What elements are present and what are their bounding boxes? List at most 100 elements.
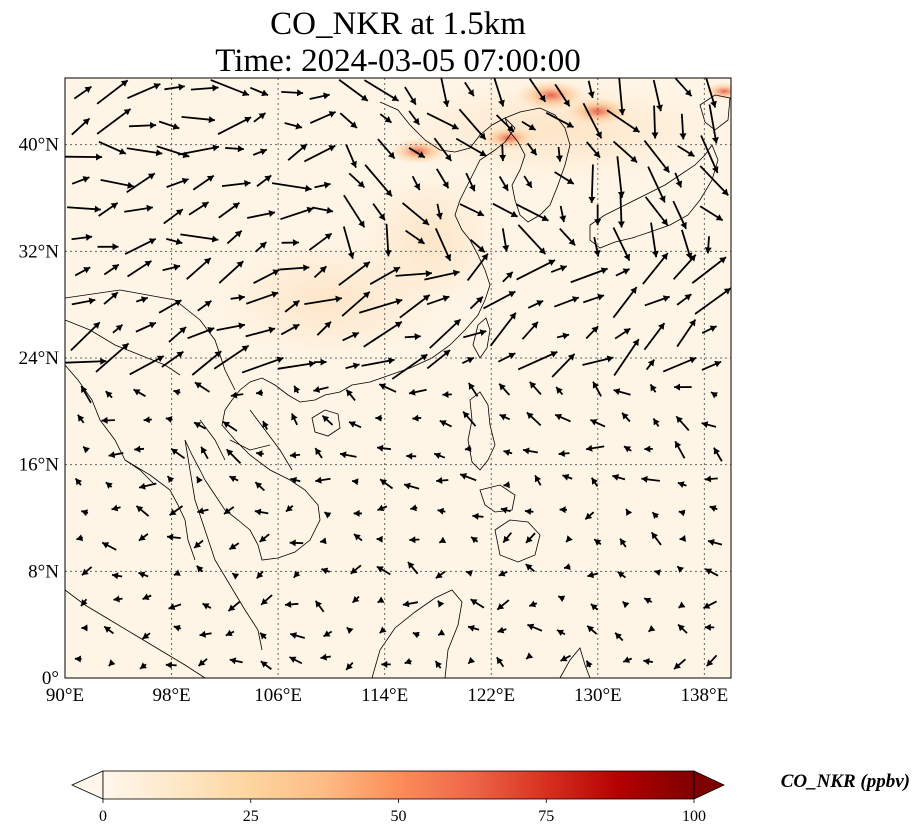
wind-arrow <box>213 344 250 370</box>
wind-arrow <box>259 533 270 543</box>
wind-arrow <box>501 228 510 252</box>
wind-arrow <box>528 600 538 608</box>
wind-arrow <box>483 290 516 310</box>
wind-arrow <box>197 300 212 312</box>
wind-arrow <box>497 352 516 363</box>
wind-arrow <box>252 148 268 156</box>
wind-arrow <box>353 533 363 542</box>
colorbar-extend-min <box>71 770 104 800</box>
wind-arrow <box>465 172 476 192</box>
wind-arrow <box>674 440 686 459</box>
wind-arrow <box>111 504 121 512</box>
lon-tick-label: 114°E <box>361 685 408 706</box>
wind-arrow <box>345 362 360 370</box>
wind-arrow <box>218 260 244 284</box>
wind-arrow <box>614 632 624 642</box>
wind-arrow <box>517 224 547 255</box>
wind-arrow <box>290 476 301 484</box>
wind-arrow <box>127 83 161 100</box>
wind-arrow <box>699 165 729 196</box>
wind-arrow <box>408 110 421 126</box>
wind-arrow <box>316 321 332 336</box>
wind-arrow <box>402 600 419 608</box>
border-lines <box>65 289 293 486</box>
wind-arrow <box>314 447 323 459</box>
colorbar-tick-label: 25 <box>243 808 259 825</box>
wind-arrow <box>169 505 184 516</box>
wind-arrow <box>672 200 687 230</box>
wind-arrow <box>143 416 152 424</box>
wind-arrow <box>405 229 426 245</box>
wind-arrow <box>372 203 386 221</box>
wind-arrow <box>528 78 547 103</box>
wind-arrow <box>100 178 134 189</box>
wind-arrow <box>470 536 479 544</box>
wind-arrow <box>170 447 186 460</box>
wind-arrow <box>80 598 88 607</box>
wind-arrow <box>434 660 442 669</box>
wind-arrow <box>489 312 517 347</box>
wind-arrow <box>438 536 447 544</box>
wind-arrow <box>463 329 487 339</box>
wind-arrow <box>105 390 113 399</box>
wind-arrow <box>101 541 117 551</box>
wind-arrow <box>253 269 280 285</box>
wind-arrow <box>124 238 157 255</box>
wind-arrow <box>71 233 93 241</box>
wind-arrow <box>499 144 507 162</box>
wind-arrow <box>498 570 508 577</box>
wind-arrow <box>710 391 718 399</box>
wind-arrow <box>222 421 238 432</box>
wind-arrow <box>534 474 542 486</box>
wind-arrow <box>562 474 573 481</box>
wind-arrow <box>404 657 412 665</box>
wind-arrow <box>594 204 602 226</box>
map-panel <box>64 77 732 679</box>
wind-arrow <box>80 385 92 404</box>
wind-arrow <box>466 253 489 282</box>
wind-arrow <box>436 168 450 189</box>
wind-arrow <box>426 112 459 130</box>
map-title-line-1: CO_NKR at 1.5km <box>270 6 526 42</box>
wind-arrow <box>675 415 690 432</box>
wind-arrow <box>67 205 101 213</box>
wind-arrow <box>585 444 605 452</box>
wind-arrow <box>412 414 422 422</box>
wind-arrow <box>285 505 294 513</box>
wind-arrow <box>643 597 653 605</box>
lat-tick-label: 32°N <box>19 241 60 262</box>
wind-arrow <box>96 79 129 105</box>
wind-arrow <box>707 539 723 546</box>
wind-arrow <box>650 531 662 546</box>
wind-arrow <box>129 355 165 376</box>
coastline-korea <box>504 107 571 223</box>
wind-arrow <box>210 79 250 97</box>
wind-arrow <box>293 570 301 579</box>
wind-arrow <box>229 475 239 483</box>
wind-arrow <box>353 509 362 517</box>
wind-arrow <box>409 536 420 544</box>
wind-arrow <box>384 223 392 257</box>
wind-arrow <box>408 147 426 159</box>
wind-arrow <box>705 654 718 667</box>
wind-arrow <box>677 623 688 634</box>
wind-arrow <box>497 626 507 634</box>
wind-arrow <box>323 630 333 638</box>
wind-arrow <box>228 542 240 551</box>
wind-arrow <box>289 656 303 665</box>
wind-arrow <box>342 331 360 342</box>
wind-arrow <box>81 509 89 517</box>
wind-arrow <box>585 660 593 668</box>
wind-arrow <box>406 452 417 460</box>
wind-arrow <box>246 210 276 219</box>
wind-arrow <box>379 626 387 634</box>
wind-arrow <box>351 595 360 604</box>
wind-arrow <box>523 175 533 189</box>
wind-arrow <box>284 299 301 313</box>
coastline-visayas <box>479 484 516 513</box>
wind-arrow <box>293 385 301 394</box>
wind-arrow <box>395 270 433 278</box>
wind-arrow <box>650 222 659 258</box>
wind-arrow <box>254 241 267 253</box>
wind-arrow <box>303 144 336 163</box>
